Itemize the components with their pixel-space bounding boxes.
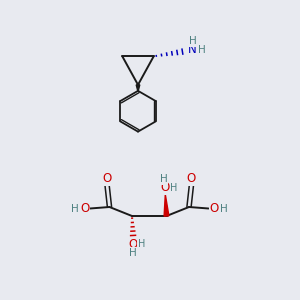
Text: O: O <box>209 202 218 215</box>
Text: H: H <box>160 174 168 184</box>
Text: H: H <box>170 183 177 193</box>
Text: O: O <box>129 238 138 251</box>
Text: O: O <box>187 172 196 185</box>
Text: H: H <box>70 203 78 214</box>
Polygon shape <box>136 85 140 92</box>
Text: H: H <box>138 239 145 249</box>
Text: H: H <box>129 248 137 258</box>
Text: O: O <box>103 172 112 185</box>
Text: O: O <box>80 202 89 215</box>
Text: H: H <box>198 45 206 55</box>
Text: H: H <box>220 203 228 214</box>
Text: N: N <box>188 43 197 56</box>
Text: H: H <box>189 36 196 46</box>
Text: O: O <box>161 181 170 194</box>
Polygon shape <box>164 194 169 216</box>
